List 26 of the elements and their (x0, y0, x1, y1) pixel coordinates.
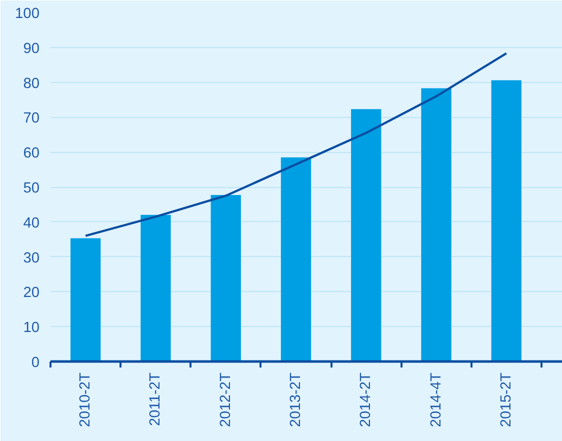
y-tick-label: 100 (15, 6, 40, 22)
y-tick-label: 10 (23, 320, 40, 336)
y-tick-label: 60 (23, 146, 40, 162)
y-tick-label: 20 (23, 285, 40, 302)
x-tick-label: 2015-2T (498, 372, 514, 428)
bar (280, 157, 312, 362)
x-tick-label: 2011-2T (148, 372, 164, 426)
y-tick-label: 90 (23, 40, 40, 57)
line-series (84, 52, 508, 237)
x-tick-label: 2014-4T (428, 372, 444, 428)
bar (491, 80, 522, 362)
x-tick-label: 2012-2T (218, 372, 234, 428)
y-tick-label: 40 (23, 215, 40, 232)
bar (210, 195, 241, 362)
y-tick-label: 30 (23, 250, 40, 266)
y-tick-label: 0 (31, 355, 40, 371)
y-tick-label: 80 (23, 76, 40, 92)
x-tick-label: 2010-2T (78, 372, 94, 428)
bar (70, 238, 101, 362)
y-tick-label: 70 (23, 110, 40, 127)
x-tick-label: 2013-2T (288, 372, 304, 428)
bar (140, 214, 171, 362)
x-tick-label: 2014-2T (358, 372, 374, 428)
bar (421, 88, 452, 362)
bar (351, 109, 382, 362)
y-tick-label: 50 (23, 180, 40, 196)
